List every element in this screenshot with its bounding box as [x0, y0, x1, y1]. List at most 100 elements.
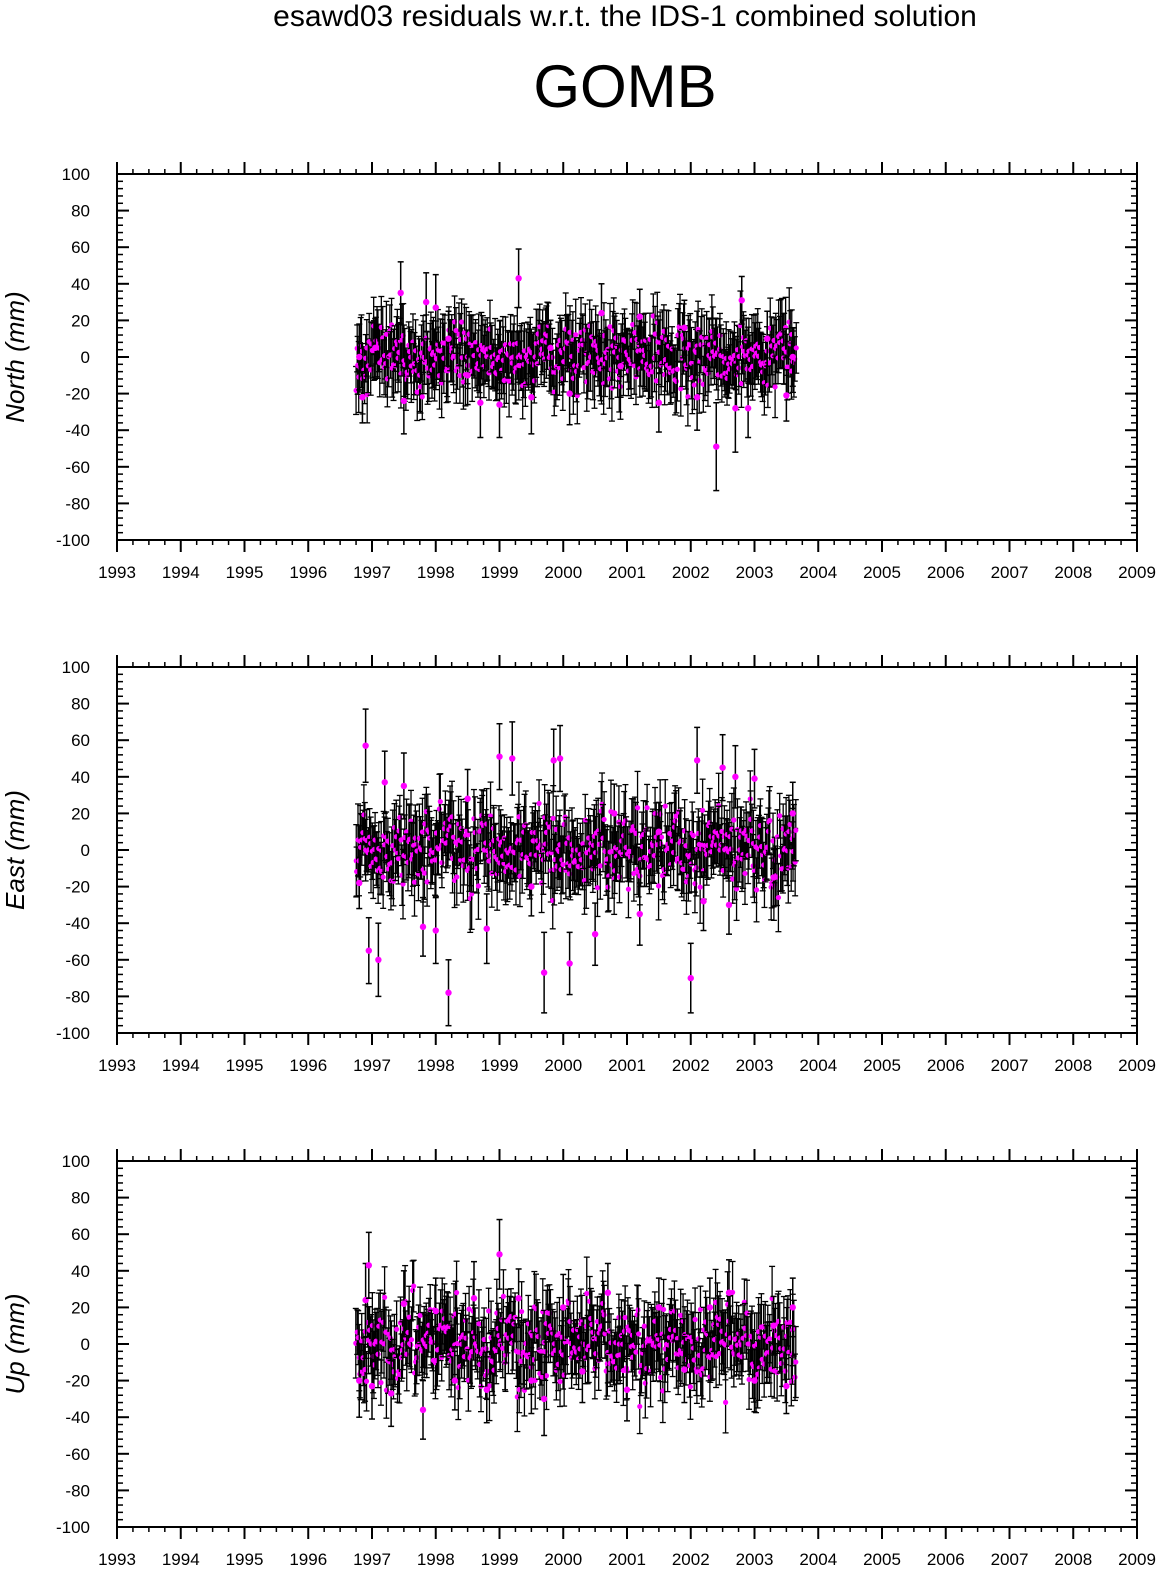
residual-point — [592, 849, 599, 856]
residual-point — [397, 289, 404, 297]
residual-point — [527, 861, 534, 867]
residual-point — [395, 856, 401, 862]
residual-point — [566, 390, 573, 397]
residual-point — [457, 372, 463, 379]
residual-point — [363, 1378, 370, 1384]
residual-point — [598, 309, 605, 317]
residual-point — [536, 800, 542, 807]
x-tick-label: 1995 — [226, 1056, 264, 1075]
residual-point — [560, 861, 566, 868]
x-tick-label: 2009 — [1118, 1056, 1156, 1075]
x-tick-label: 2001 — [608, 563, 646, 582]
residual-point — [632, 330, 638, 336]
residual-point — [605, 884, 611, 890]
residual-point — [522, 381, 528, 387]
up-panel: 1993 1994 1995 1996 1997 1998 1999 2000 2001 2002… — [0, 1149, 1156, 1569]
x-tick-label: 1997 — [353, 563, 391, 582]
residual-point — [450, 834, 457, 840]
residual-point — [496, 753, 503, 760]
x-tick-label: 2006 — [927, 563, 965, 582]
residual-point — [414, 389, 420, 395]
residual-point — [732, 405, 739, 412]
residual-point — [719, 764, 726, 771]
y-axis-label: North (mm) — [0, 291, 30, 422]
x-tick-label: 1998 — [417, 563, 455, 582]
x-tick-label: 1994 — [162, 1550, 200, 1569]
x-tick-label: 1996 — [289, 563, 327, 582]
x-tick-label: 1993 — [98, 1550, 136, 1569]
y-tick-label: 0 — [81, 1335, 90, 1354]
residual-point — [678, 838, 684, 844]
residual-point — [767, 817, 773, 824]
y-tick-label: -80 — [65, 1481, 90, 1500]
y-tick-label: 100 — [62, 165, 90, 184]
residual-point — [375, 1351, 381, 1357]
residual-point — [561, 821, 567, 827]
residual-point — [528, 394, 535, 401]
y-tick-label: -60 — [65, 951, 90, 970]
residual-point — [531, 378, 537, 384]
y-tick-label: -100 — [56, 1024, 90, 1043]
residual-point — [653, 378, 659, 384]
residual-point — [411, 1283, 417, 1289]
residual-point — [435, 846, 442, 852]
residual-point — [725, 901, 733, 909]
residual-point — [363, 355, 369, 361]
x-tick-label: 1999 — [481, 1056, 519, 1075]
x-tick-label: 2003 — [736, 1550, 774, 1569]
y-tick-label: -20 — [65, 1372, 90, 1391]
residual-point — [408, 1337, 415, 1343]
residual-point — [675, 856, 681, 862]
y-tick-label: 40 — [71, 1262, 90, 1281]
x-tick-label: 1993 — [98, 563, 136, 582]
residual-point — [658, 834, 665, 840]
residual-point — [523, 822, 529, 828]
residual-point — [581, 364, 587, 371]
residual-point — [693, 394, 701, 401]
residual-point — [362, 742, 369, 749]
x-tick-label: 2004 — [799, 1550, 837, 1569]
residual-point — [732, 773, 739, 780]
residual-point — [359, 394, 366, 401]
residual-point — [436, 806, 443, 812]
residual-point — [634, 805, 641, 811]
residual-point — [793, 345, 799, 351]
residual-point — [674, 366, 680, 372]
residual-point — [422, 298, 430, 306]
y-tick-label: -40 — [65, 421, 90, 440]
residual-point — [471, 816, 477, 822]
y-tick-label: 80 — [71, 1189, 90, 1208]
residual-point — [655, 883, 662, 889]
residual-point — [616, 874, 623, 880]
residual-cloud — [353, 770, 799, 934]
y-tick-label: 80 — [71, 695, 90, 714]
residual-point — [475, 846, 481, 853]
residual-point — [772, 384, 778, 390]
residual-point — [509, 755, 516, 762]
residual-point — [770, 874, 777, 881]
x-tick-label: 1996 — [289, 1056, 327, 1075]
y-axis-label: Up (mm) — [0, 1293, 30, 1394]
residual-point — [378, 1380, 384, 1386]
residual-point — [753, 887, 760, 893]
x-tick-label: 2001 — [608, 1550, 646, 1569]
residual-point — [764, 335, 771, 342]
x-tick-label: 2002 — [672, 1056, 710, 1075]
residual-point — [547, 344, 554, 352]
x-tick-label: 1993 — [98, 1056, 136, 1075]
residual-point — [742, 870, 748, 877]
residual-point — [652, 331, 658, 337]
x-tick-label: 2003 — [736, 563, 774, 582]
residual-point — [454, 874, 460, 880]
residual-point — [382, 1294, 388, 1300]
residual-point — [693, 757, 701, 764]
residual-point — [486, 858, 492, 864]
y-tick-label: 60 — [71, 1225, 90, 1244]
residual-point — [631, 870, 637, 877]
x-tick-label: 2003 — [736, 1056, 774, 1075]
x-tick-label: 2007 — [991, 1550, 1029, 1569]
x-tick-label: 2002 — [672, 563, 710, 582]
residual-point — [700, 898, 707, 905]
residual-point — [465, 832, 471, 838]
station-title: GOMB — [533, 53, 717, 120]
